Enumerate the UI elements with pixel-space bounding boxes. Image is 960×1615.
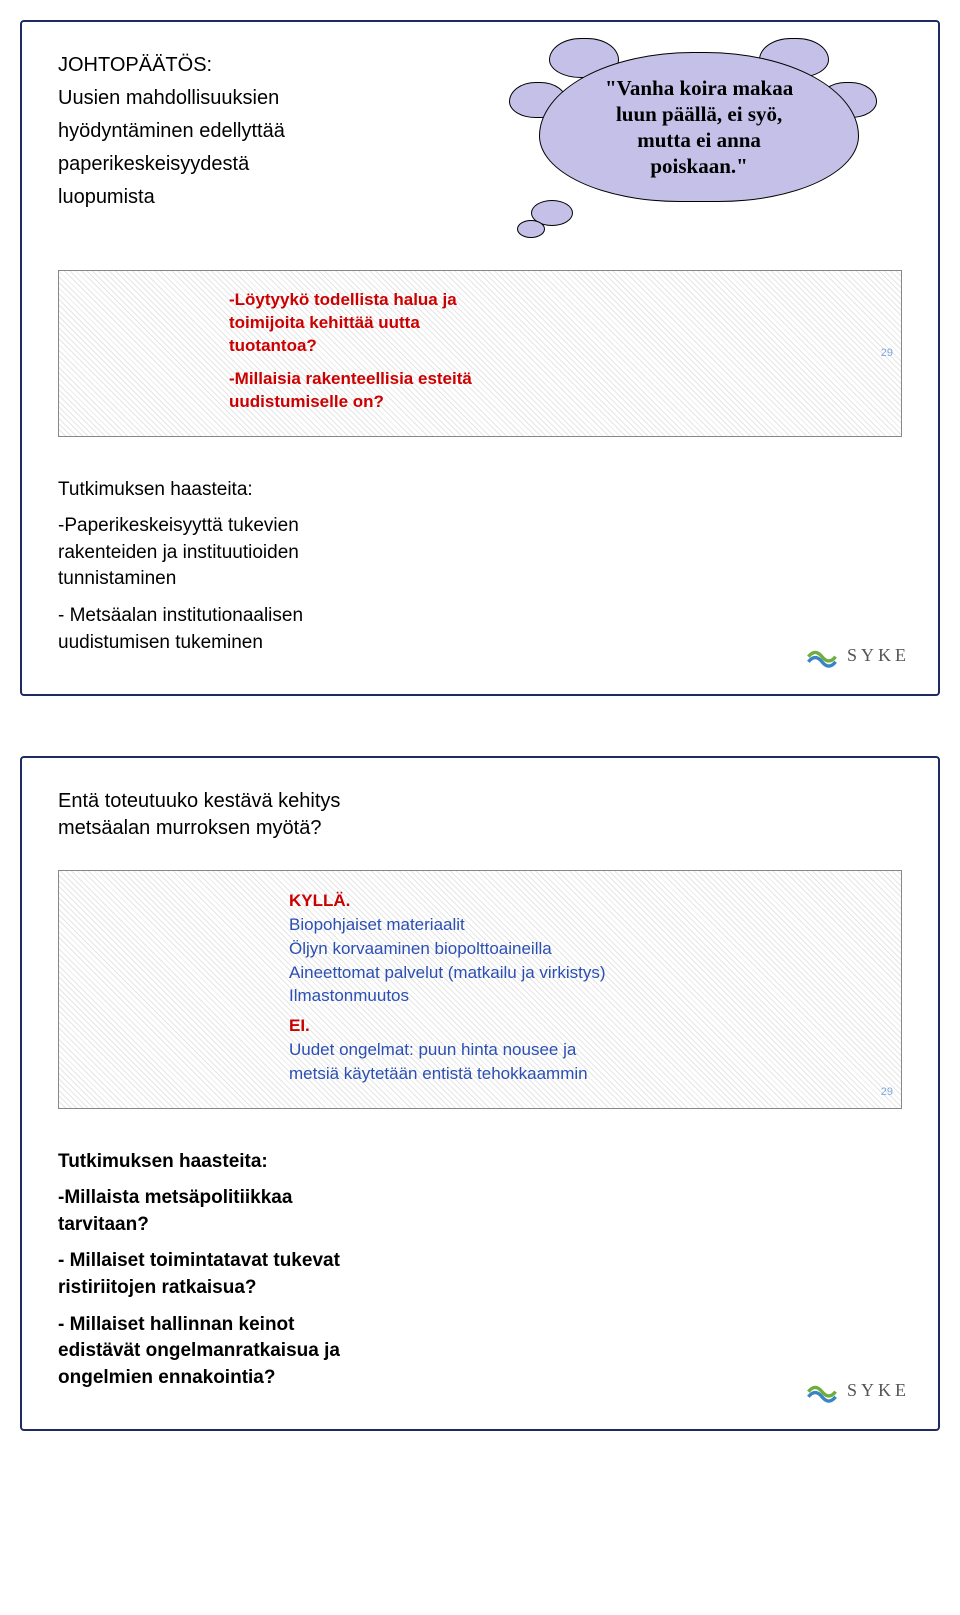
panel-q2-l2: uudistumiselle on? [229,391,641,414]
syke-logo: SYKE [805,638,910,672]
slide2-yes: KYLLÄ. [289,889,861,913]
slide2-yes-l4: Ilmastonmuutos [289,984,861,1008]
slide2-challenges: Tutkimuksen haasteita: -Millaista metsäp… [58,1149,902,1392]
slide1-subtitle-1: Uusien mahdollisuuksien [58,85,446,112]
panel-q1-l2: toimijoita kehittää uutta [229,312,641,335]
slide1-ch2: - Metsäalan institutionaalisen uudistumi… [58,603,902,656]
slide2-no: EI. [289,1014,861,1038]
slide2-question-l2: metsäalan murroksen myötä? [58,815,902,842]
slide1-title-block: JOHTOPÄÄTÖS: Uusien mahdollisuuksien hyö… [58,52,446,211]
syke-logo: SYKE [805,1373,910,1407]
cloud-line-3: mutta ei anna [605,127,793,153]
slide2-ch2-l1: - Millaiset toimintatavat tukevat [58,1250,340,1271]
slide2-ch1: -Millaista metsäpolitiikkaa tarvitaan? [58,1185,902,1238]
syke-logo-text: SYKE [847,645,910,666]
slide1-ch1-l2: rakenteiden ja instituutioiden [58,542,299,563]
slide-2: Entä toteutuuko kestävä kehitys metsäala… [20,756,940,1431]
slide2-no-l2: metsiä käytetään entistä tehokkaammin [289,1062,861,1086]
slide1-ch2-l1: - Metsäalan institutionaalisen [58,605,303,626]
syke-logo-text: SYKE [847,1380,910,1401]
slide1-challenges: Tutkimuksen haasteita: -Paperikeskeisyyt… [58,477,902,657]
slide2-ch2: - Millaiset toimintatavat tukevat ristir… [58,1248,902,1301]
slide1-header-row: JOHTOPÄÄTÖS: Uusien mahdollisuuksien hyö… [58,52,902,242]
slide2-challenges-head: Tutkimuksen haasteita: [58,1149,902,1176]
slide2-ch3: - Millaiset hallinnan keinot edistävät o… [58,1312,902,1392]
slide2-ch2-l2: ristiriitojen ratkaisua? [58,1277,257,1298]
slide2-yes-l2: Öljyn korvaaminen biopolttoaineilla [289,937,861,961]
slide1-ch1-l3: tunnistaminen [58,568,176,589]
panel-q1: -Löytyykö todellista halua ja toimijoita… [229,289,641,358]
slide1-ch1-l1: -Paperikeskeisyyttä tukevien [58,515,299,536]
slide2-question-l1: Entä toteutuuko kestävä kehitys [58,788,902,815]
thought-cloud: "Vanha koira makaa luun päällä, ei syö, … [509,52,859,242]
slide2-ch1-l2: tarvitaan? [58,1214,149,1235]
slide-1: JOHTOPÄÄTÖS: Uusien mahdollisuuksien hyö… [20,20,940,696]
cloud-line-2: luun päällä, ei syö, [605,101,793,127]
slide2-page-number: 29 [881,1086,893,1098]
slide2-hatched-panel: KYLLÄ. Biopohjaiset materiaalit Öljyn ko… [58,870,902,1108]
slide2-no-l1: Uudet ongelmat: puun hinta nousee ja [289,1038,861,1062]
slide2-ch3-l1: - Millaiset hallinnan keinot [58,1314,294,1335]
panel-q2: -Millaisia rakenteellisia esteitä uudist… [229,368,641,414]
slide1-ch1: -Paperikeskeisyyttä tukevien rakenteiden… [58,513,902,593]
slide1-subtitle-2: hyödyntäminen edellyttää [58,118,446,145]
slide1-ch2-l2: uudistumisen tukeminen [58,632,263,653]
slide1-hatched-panel: -Löytyykö todellista halua ja toimijoita… [58,270,902,437]
slide2-ch3-l3: ongelmien ennakointia? [58,1367,275,1388]
panel-q1-l3: tuotantoa? [229,335,641,358]
slide1-subtitle-4: luopumista [58,184,446,211]
syke-logo-icon [805,1373,839,1407]
slide1-cloud-wrap: "Vanha koira makaa luun päällä, ei syö, … [466,52,902,242]
panel-q2-l1: -Millaisia rakenteellisia esteitä [229,368,641,391]
slide1-subtitle-3: paperikeskeisyydestä [58,151,446,178]
cloud-text: "Vanha koira makaa luun päällä, ei syö, … [605,75,793,180]
slide2-panel-text: KYLLÄ. Biopohjaiset materiaalit Öljyn ko… [289,889,861,1085]
cloud-body: "Vanha koira makaa luun päällä, ei syö, … [539,52,859,202]
slide1-title: JOHTOPÄÄTÖS: [58,52,446,79]
syke-logo-icon [805,638,839,672]
slide1-panel-text: -Löytyykö todellista halua ja toimijoita… [229,289,641,414]
slide1-page-number: 29 [881,347,893,359]
slide2-ch1-l1: -Millaista metsäpolitiikkaa [58,1187,292,1208]
cloud-line-1: "Vanha koira makaa [605,75,793,101]
slide2-yes-l1: Biopohjaiset materiaalit [289,913,861,937]
cloud-line-4: poiskaan." [605,153,793,179]
slide2-yes-l3: Aineettomat palvelut (matkailu ja virkis… [289,961,861,985]
cloud-tail-2 [517,220,545,238]
panel-q1-l1: -Löytyykö todellista halua ja [229,289,641,312]
slide1-challenges-head: Tutkimuksen haasteita: [58,477,902,504]
slide2-question: Entä toteutuuko kestävä kehitys metsäala… [58,788,902,842]
slide2-ch3-l2: edistävät ongelmanratkaisua ja [58,1340,340,1361]
